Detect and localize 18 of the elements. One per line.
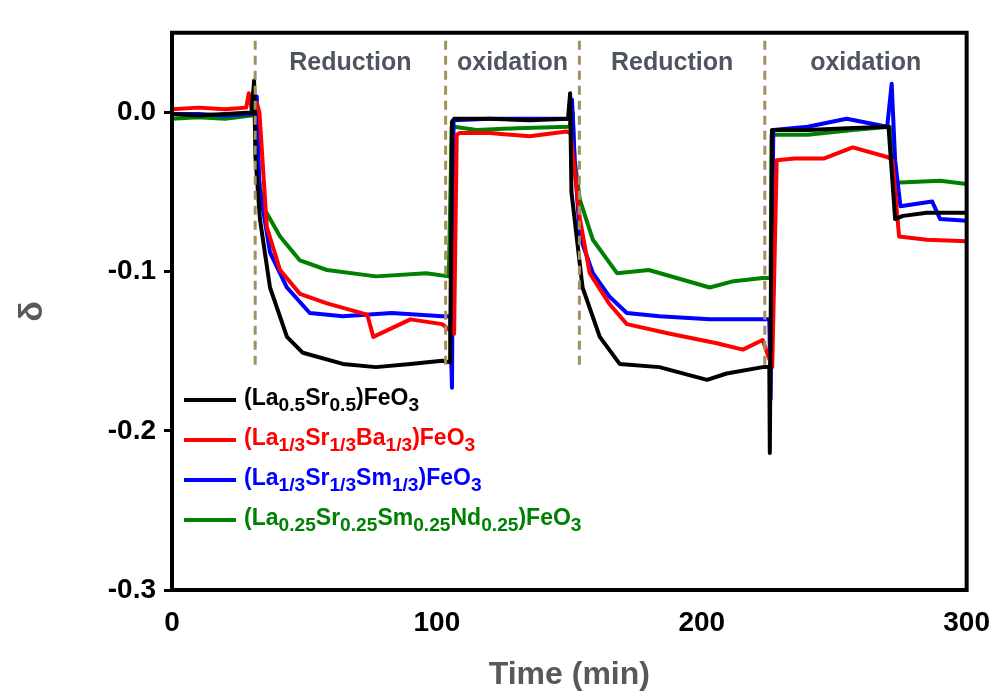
x-tick-label: 100 [413, 605, 461, 637]
legend-label: (La$_{1/3}$Sr$_{1/3}$Ba$_{1/3}$)FeO$_{3}$ [244, 424, 476, 456]
text: (La$_{0.25}$Sr$_{0.25}$Sm$_{0.25}$Nd$_{0.25}$)FeO$_{3}$ [244, 504, 582, 535]
x-tick-label: 300 [943, 605, 990, 637]
annotation: oxidation [810, 46, 922, 75]
legend-label: (La$_{0.5}$Sr$_{0.5}$)FeO$_{3}$ [244, 384, 420, 416]
annotation: Reduction [289, 46, 412, 75]
y-tick-label: 0.0 [117, 95, 156, 127]
y-tick-label: -0.1 [107, 254, 156, 286]
y-axis-title: δ [10, 301, 49, 322]
x-tick-label: 0 [164, 605, 180, 637]
x-axis-title: Time (min) [488, 654, 650, 691]
annotation: oxidation [456, 46, 569, 75]
legend-label: (La$_{1/3}$Sr$_{1/3}$Sm$_{1/3}$)FeO$_{3}$ [244, 464, 482, 496]
y-tick-label: -0.3 [107, 572, 156, 604]
y-tick-label: -0.2 [107, 413, 156, 445]
annotation: Reduction [610, 46, 734, 75]
x-tick-label: 200 [678, 605, 726, 637]
